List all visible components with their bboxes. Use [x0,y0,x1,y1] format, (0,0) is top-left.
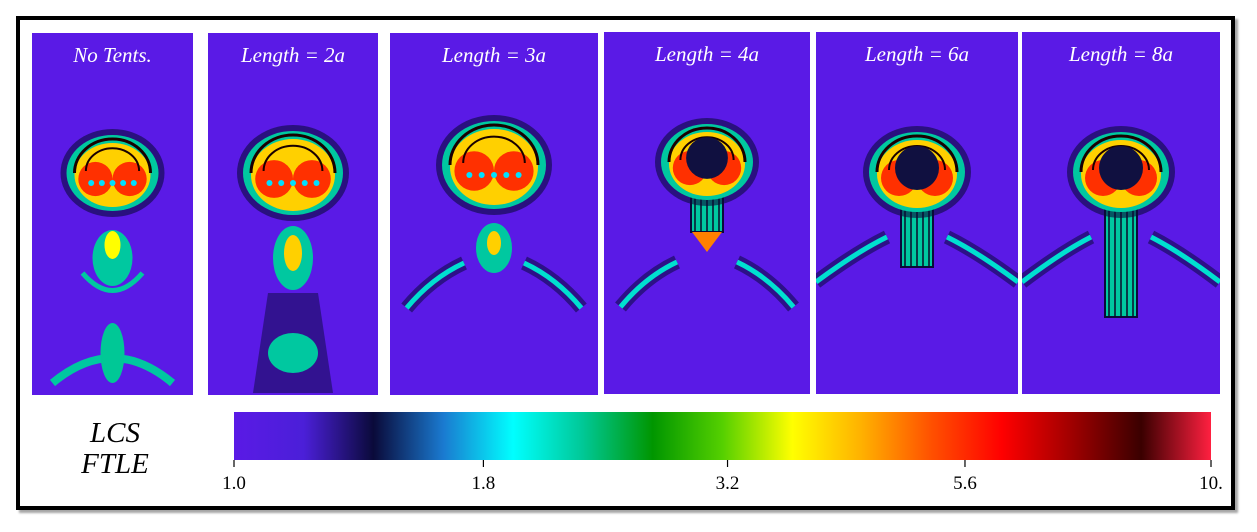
secondary-vortex-core [100,323,125,383]
bell-arc-outer [448,123,540,166]
colorbar-tick-label: 1.0 [222,473,246,494]
bell-arc-outer [73,137,152,174]
wake-lobe-edge-left [816,234,889,285]
vortex-dot [515,172,522,178]
bell-mixed-core [895,146,939,190]
vortex-dot [130,180,137,186]
colorbar [234,412,1211,460]
colorbar-title: LCS FTLE [40,418,190,480]
panel-title: Length = 8a [1068,42,1173,66]
vortex-dot [266,180,273,186]
wake-lobe-edge-left [618,259,679,309]
panel-length-8a: Length = 8a [1022,32,1220,394]
wake-arc [80,271,145,293]
vortex-dot [290,180,296,186]
wake-core [284,235,302,271]
vortex-dot [98,180,105,186]
tent-tip [692,232,722,252]
bell-arc-outer [667,126,747,163]
wake-lobe-edge-right [1149,234,1220,284]
secondary-vortex [268,333,318,373]
panel-title: Length = 2a [240,43,345,67]
wake-lobe-edge-right [735,259,796,309]
panel-length-3a: Length = 3a [390,33,598,395]
wake-lobe-edge-left [1022,234,1093,284]
panel-title: Length = 4a [654,42,759,66]
bell-mixed-core [1099,146,1143,190]
bell-mixed-core [686,137,728,179]
panel-title: Length = 3a [441,43,546,67]
wake-lobe-edge-left [404,260,466,310]
colorbar-tick-label: 10. [1199,473,1223,494]
panel-length-2a: Length = 2a [208,33,378,395]
bell-arc-outer [249,133,337,174]
left-vortex-core [255,160,293,198]
bell-arc-outer [875,134,959,173]
right-vortex-core [293,160,331,198]
left-vortex-core [454,151,494,191]
right-vortex-core [112,161,147,197]
panel-length-6a: Length = 6a [816,32,1018,394]
panel-title: No Tents. [73,43,152,67]
vortex-dot [503,172,510,178]
vortex-dot [278,180,285,186]
bell-arc-inner [262,144,324,172]
legend-line-lcs: LCS [90,417,140,449]
bell-arc-inner [84,147,141,172]
vortex-dot [466,172,473,178]
left-vortex-core [78,161,113,197]
wake-lobe-edge-right [945,234,1018,285]
panel-length-4a: Length = 4a [604,32,810,394]
bell-arc-inner [462,135,526,164]
colorbar-tick-label: 1.8 [471,473,496,494]
vortex-dot [109,180,116,186]
vortex-dot [478,172,485,178]
panel-no-tents: No Tents. [32,33,193,395]
vortex-dot [301,180,308,186]
wake-core [104,231,121,259]
right-vortex-core [494,151,534,191]
vortex-dot [491,172,497,178]
wake-lobe-edge-right [522,260,584,310]
wake-core [487,231,501,255]
vortex-dot [120,180,127,186]
colorbar-tick-marks [233,460,1212,467]
bell-arc-outer [1079,134,1163,173]
vortex-dot [313,180,320,186]
legend-line-ftle: FTLE [81,448,149,480]
colorbar-tick-label: 5.6 [953,473,977,494]
colorbar-tick-label: 3.2 [715,473,740,494]
panel-title: Length = 6a [864,42,969,66]
vortex-dot [88,180,95,186]
